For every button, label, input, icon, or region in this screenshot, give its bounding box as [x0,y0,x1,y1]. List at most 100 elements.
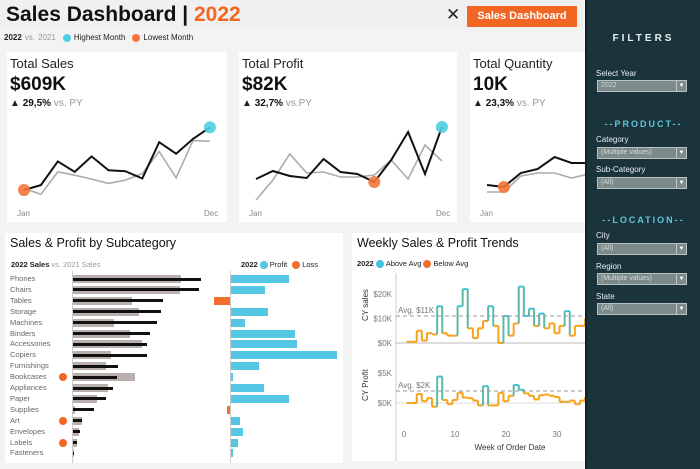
flag-dot-icon [59,416,67,425]
subcategory-label: Labels [10,437,33,447]
profit-bar[interactable] [231,438,239,447]
sales-dashboard-button[interactable]: Sales Dashboard [467,6,577,27]
subcategory-label: Tables [10,295,32,305]
profit-bar[interactable] [231,340,298,349]
sales-bar-2022[interactable] [73,332,150,335]
up-triangle-icon: ▲ [473,98,483,109]
sales-bar-2022[interactable] [73,375,117,379]
sales-tick-label: $20K [373,290,392,299]
region-value: (Multiple values) [601,275,652,282]
city-dropdown[interactable]: (All) ▼ [597,243,687,255]
profit-bar[interactable] [231,318,245,327]
sales-axis-title: CY sales [361,289,370,321]
chevron-down-icon: ▼ [676,148,686,158]
sales-bar-2022[interactable] [73,441,77,444]
kpi-change: ▲ 32,7% vs.PY [242,98,312,109]
sales-tick-label: $10K [373,315,392,324]
subcategory-label: Fasteners [10,448,44,458]
current-year-line [255,126,443,184]
subcategory-dropdown[interactable]: (All) ▼ [597,177,687,189]
chevron-down-icon: ▼ [676,244,686,254]
sales-bar-2022[interactable] [73,451,75,455]
profit-bar[interactable] [231,285,265,294]
subcategory-label: Copiers [10,350,36,360]
sales-bar-2022[interactable] [73,386,114,390]
legend-current-year: 2022 [4,33,22,42]
select-year-label: Select Year [596,69,637,78]
chevron-down-icon: ▼ [676,81,686,91]
sales-bar-2022[interactable] [73,397,106,401]
up-triangle-icon: ▲ [242,98,252,109]
sales-bar-2022[interactable] [73,299,164,303]
sales-bar-2022[interactable] [73,419,82,423]
state-dropdown[interactable]: (All) ▼ [597,303,687,315]
sales-bar-2022[interactable] [73,342,148,346]
loss-bar[interactable] [214,296,231,305]
sales-bar-2022[interactable] [73,277,201,281]
highest-dot-icon [62,33,71,42]
sales-bar-2022[interactable] [73,408,94,412]
lowest-month-marker[interactable] [18,184,30,197]
x-tick-label: 30 [553,430,562,439]
lowest-month-marker[interactable] [497,181,510,193]
category-dropdown[interactable]: (Multiple values) ▼ [597,147,687,159]
subcategory-label: Storage [10,306,37,316]
lowest-month-marker[interactable] [368,176,381,188]
subcategory-label: Sub-Category [596,165,646,174]
kpi-value: $82K [242,74,288,95]
highest-month-marker[interactable] [435,121,448,133]
kpi-value: 10K [473,74,508,95]
subcategory-label: Binders [10,328,36,338]
sales-bar-2022[interactable] [73,310,161,314]
sales-bar-2022[interactable] [73,430,81,434]
profit-legend-profit: Profit [269,260,288,269]
region-dropdown[interactable]: (Multiple values) ▼ [597,273,687,285]
profit-bar[interactable] [231,307,268,316]
sales-bar-2022[interactable] [73,288,199,292]
kpi-vs-label: vs. PY [516,98,546,109]
profit-tick-label: $5K [378,369,393,378]
kpi-sparkline [486,155,589,193]
sales-legend-previous: 2021 Sales [62,260,101,269]
highest-month-marker[interactable] [203,121,216,134]
state-label: State [596,292,615,301]
kpi-vs-label: vs.PY [285,98,312,109]
product-heading: --PRODUCT-- [604,119,683,129]
flag-dot-icon [59,438,67,447]
legend-previous-year: 2021 [38,33,56,42]
x-tick-label: 20 [502,430,511,439]
profit-bar[interactable] [231,416,240,425]
kpi-title: Total Sales [10,56,74,71]
sales-axis-line [72,271,73,463]
chevron-down-icon: ▼ [676,274,686,284]
select-year-dropdown[interactable]: 2022 ▼ [597,80,687,92]
profit-bar[interactable] [231,449,233,458]
title-text: Sales Dashboard [6,3,177,26]
up-triangle-icon: ▲ [10,98,20,109]
loss-bar[interactable] [227,405,231,414]
profit-bar[interactable] [231,362,259,371]
profit-bar[interactable] [231,329,296,338]
profit-bar[interactable] [231,351,337,360]
filters-sidebar: FILTERS Select Year 2022 ▼ --PRODUCT-- Ca… [585,0,700,469]
kpi-sparkline [18,121,216,197]
sales-bar-2022[interactable] [73,364,119,368]
profit-bar[interactable] [231,384,265,392]
profit-bar[interactable] [231,275,290,283]
kpi-card-profit: Total Profit $82K ▲ 32,7% vs.PY Jan Dec [239,52,457,222]
x-tick-label: 10 [451,430,460,439]
weekly-legend-year: 2022 [357,259,374,268]
sales-bar-2022[interactable] [73,353,148,357]
weekly-chart: $20K $10K $0K $5K $0K 0 10 20 30 Week of Order Da… [361,273,585,461]
profit-bar[interactable] [231,394,290,403]
subcategory-label: Appliances [10,383,47,392]
kpi-title: Total Profit [242,56,304,71]
page-title: Sales Dashboard | 2022 [6,3,241,27]
profit-axis-line [230,271,231,463]
close-icon[interactable]: ✕ [446,5,461,24]
legend-highest: Highest Month [73,33,126,42]
title-year: 2022 [193,3,241,26]
sales-bar-2022[interactable] [73,321,158,325]
profit-bar[interactable] [231,373,234,382]
profit-bar[interactable] [231,427,243,436]
